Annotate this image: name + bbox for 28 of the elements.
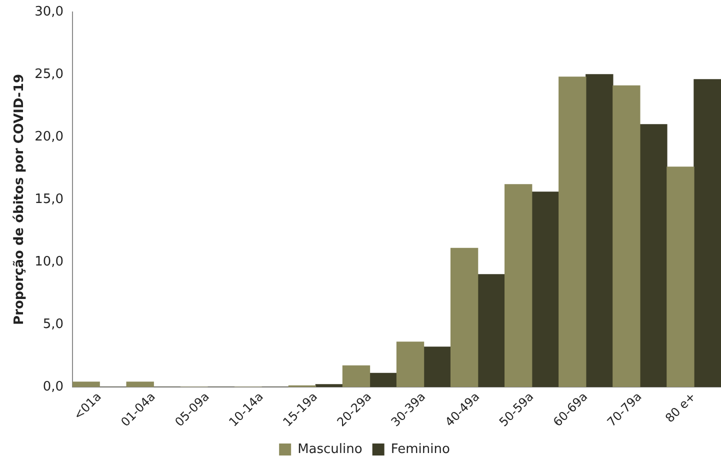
y-tick-label: 10,0 (34, 254, 64, 270)
y-tick-label: 25,0 (34, 66, 64, 82)
bar (504, 184, 532, 387)
y-axis-title: Proporção de óbitos por COVID-19 (12, 74, 28, 326)
bar (423, 346, 452, 387)
bar (369, 372, 398, 387)
y-tick-label: 0,0 (42, 379, 64, 394)
bar (640, 124, 668, 387)
y-tick-label: 5,0 (42, 316, 64, 332)
bar (342, 365, 370, 387)
bar (612, 85, 640, 387)
y-tick-label: 30,0 (34, 4, 64, 20)
bar (558, 76, 586, 387)
bar (694, 79, 721, 387)
legend-label: Masculino (298, 442, 362, 457)
bar (72, 382, 100, 387)
legend-label: Feminino (390, 442, 450, 457)
bar (532, 192, 560, 387)
y-tick-label: 15,0 (34, 192, 64, 207)
bar (315, 384, 344, 387)
y-tick-label: 20,0 (34, 129, 64, 144)
bar (666, 166, 694, 387)
x-tick-label: 80 e+ (662, 389, 698, 426)
bar (586, 74, 614, 387)
bar (450, 248, 478, 387)
bar (126, 382, 154, 387)
bar (396, 342, 424, 387)
bar (478, 274, 506, 387)
